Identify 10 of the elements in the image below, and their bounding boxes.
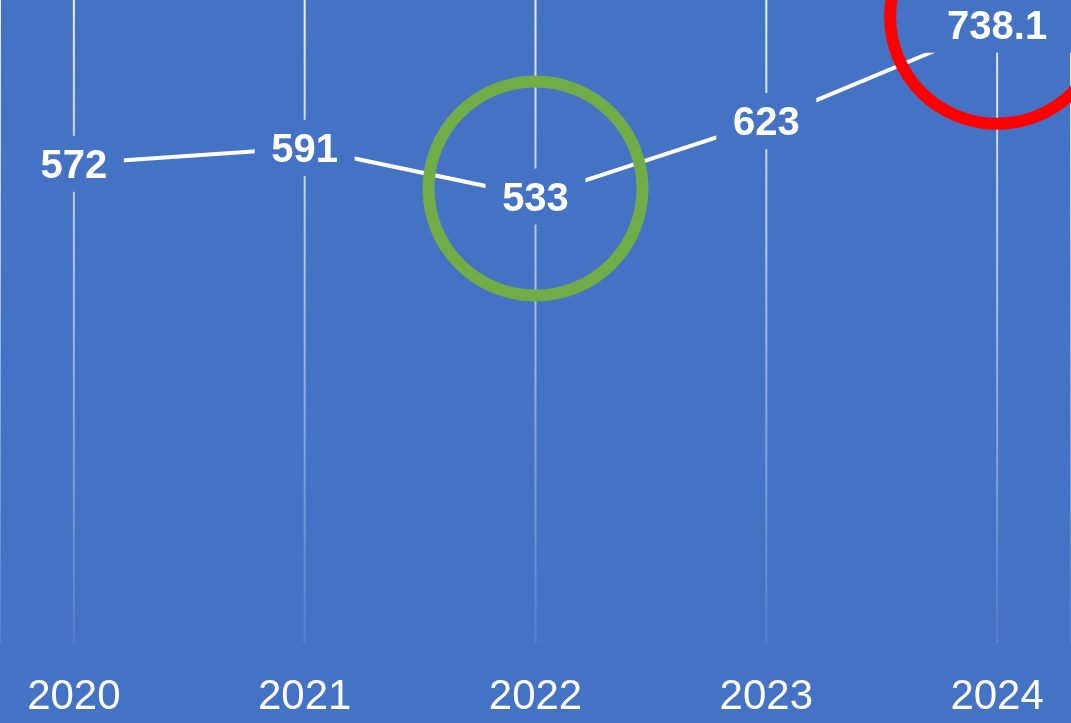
x-tick-label: 2024 — [950, 670, 1044, 718]
data-label: 572 — [40, 141, 108, 186]
x-tick-label: 2020 — [27, 670, 121, 718]
data-label: 533 — [502, 174, 569, 219]
data-label: 738.1 — [947, 2, 1048, 47]
x-tick-label: 2022 — [488, 670, 583, 718]
data-label: 591 — [271, 125, 339, 170]
data-label: 623 — [732, 99, 800, 144]
x-tick-label: 2023 — [719, 670, 814, 718]
x-tick-label: 2021 — [257, 670, 352, 718]
